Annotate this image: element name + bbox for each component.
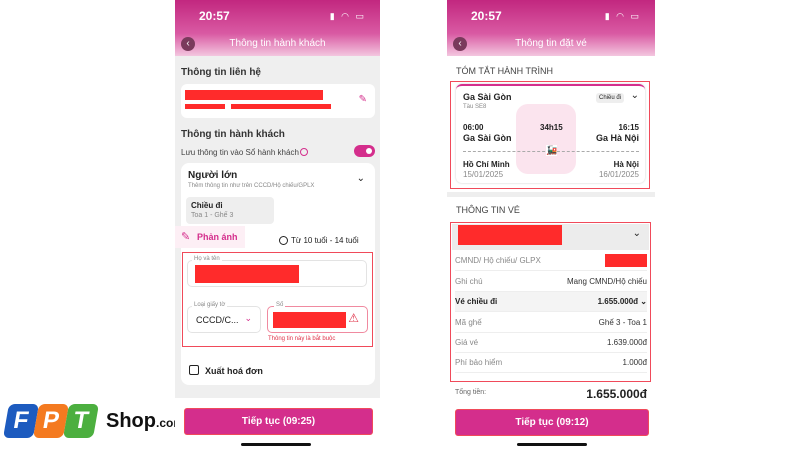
train-watermark-icon xyxy=(516,104,576,174)
error-message: Thông tin này là bắt buộc xyxy=(268,336,336,342)
header: 20:57 ▮ ◠ ▭ ‹ Thông tin hành khách xyxy=(175,0,380,56)
direction-badge: Chiều đi xyxy=(596,93,625,103)
doc-type-select[interactable]: Loại giấy tờ CCCD/C... ⌄ xyxy=(187,302,261,333)
page-title: Thông tin đặt vé xyxy=(515,38,587,49)
doc-number-field[interactable]: Số ⚠ xyxy=(267,302,368,333)
page-title: Thông tin hành khách xyxy=(229,38,326,49)
booking-info-screen: 20:57 ▮ ◠ ▭ ‹ Thông tin đặt vé TÓM TẮT H… xyxy=(447,0,655,450)
highlight-ticket xyxy=(450,222,651,382)
age-option-label: Từ 10 tuổi - 14 tuổi xyxy=(291,236,359,245)
summary-heading: TÓM TẮT HÀNH TRÌNH xyxy=(456,66,554,76)
edit-icon: ✎ xyxy=(181,231,191,243)
journey-card: Ga Sài Gòn Tàu SE8 Chiều đi ⌄ 06:00 34h1… xyxy=(456,84,645,183)
highlight-summary xyxy=(450,81,650,189)
ticket-heading: THÔNG TIN VÉ xyxy=(456,205,520,215)
chevron-down-icon[interactable]: ⌄ xyxy=(630,90,639,101)
passenger-ticket-header[interactable]: ⌄ xyxy=(452,224,649,250)
back-button[interactable]: ‹ xyxy=(181,37,195,51)
info-icon[interactable] xyxy=(300,148,308,156)
direction-chip[interactable]: Chiều đi Toa 1 - Ghế 3 xyxy=(186,197,274,224)
highlight-form xyxy=(182,252,373,347)
passenger-type: Người lớn xyxy=(188,170,238,181)
continue-button[interactable]: Tiếp tục (09:25) xyxy=(184,408,373,435)
full-name-field[interactable]: Họ và tên xyxy=(187,256,367,287)
chevron-down-icon[interactable]: ⌄ xyxy=(356,173,365,184)
contact-card: ✎ xyxy=(181,84,375,118)
feedback-button[interactable]: ✎ Phản ánh xyxy=(175,226,245,248)
invoice-row[interactable]: Xuất hoá đơn xyxy=(181,356,375,385)
save-label: Lưu thông tin vào Sổ hành khách xyxy=(181,148,299,157)
status-time: 20:57 xyxy=(471,9,502,23)
status-icons: ▮ ◠ ▭ xyxy=(604,11,641,21)
chevron-down-icon: ⌄ xyxy=(244,313,252,323)
invoice-checkbox[interactable] xyxy=(189,365,199,375)
warning-icon: ⚠ xyxy=(348,311,359,325)
continue-button[interactable]: Tiếp tục (09:12) xyxy=(455,409,649,436)
chevron-down-icon: ⌄ xyxy=(632,228,641,239)
total-label: Tổng tiền: xyxy=(455,389,487,396)
back-button[interactable]: ‹ xyxy=(453,37,467,51)
header: 20:57 ▮ ◠ ▭ ‹ Thông tin đặt vé xyxy=(447,0,655,56)
passenger-heading: Thông tin hành khách xyxy=(181,129,285,140)
contact-heading: Thông tin liên hệ xyxy=(181,67,261,78)
age-radio[interactable] xyxy=(279,236,288,245)
status-icons: ▮ ◠ ▭ xyxy=(329,11,366,21)
fpt-shop-logo: F P T Shop.com.vn xyxy=(3,402,201,442)
train-icon: 🚂 xyxy=(546,145,558,156)
total-amount: 1.655.000đ xyxy=(586,387,647,401)
status-time: 20:57 xyxy=(199,9,230,23)
save-toggle[interactable] xyxy=(354,145,375,157)
chevron-down-icon: ⌄ xyxy=(640,297,647,306)
passenger-hint: Thêm thông tin như trên CCCD/Hộ chiếu/GP… xyxy=(188,183,315,189)
outbound-ticket-row[interactable]: Vé chiều đi 1.655.000đ ⌄ xyxy=(455,292,647,312)
passenger-info-screen: 20:57 ▮ ◠ ▭ ‹ Thông tin hành khách Thông… xyxy=(175,0,380,450)
edit-icon[interactable]: ✎ xyxy=(358,94,367,105)
